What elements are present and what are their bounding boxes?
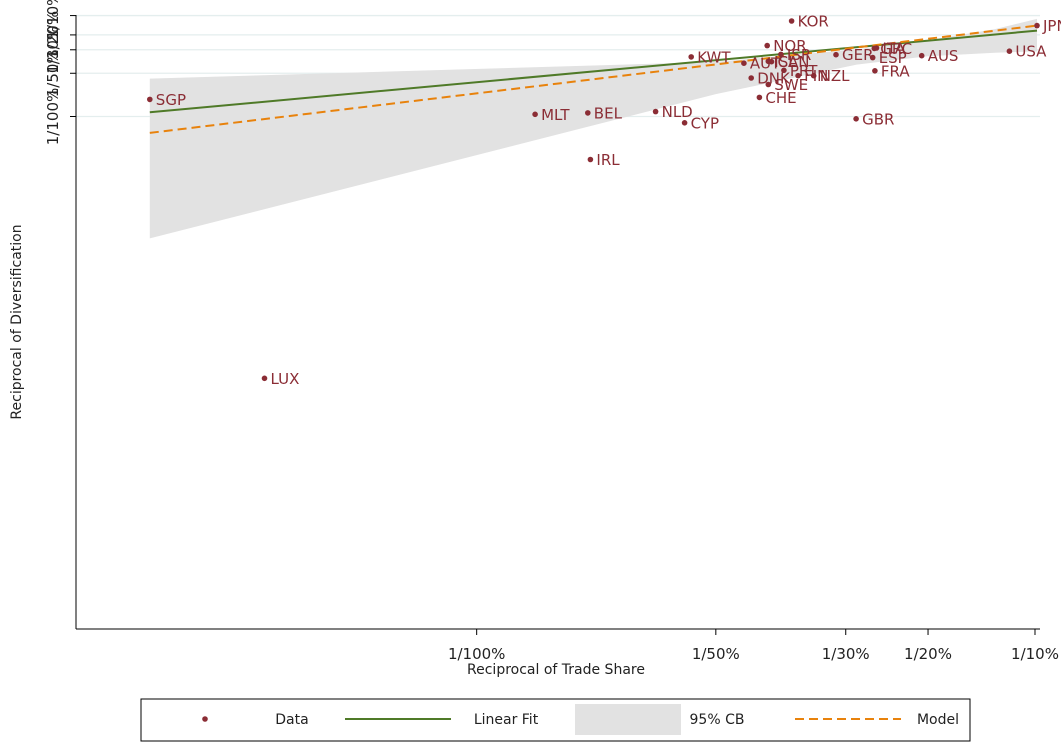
- confidence-band-area: [149, 18, 1038, 239]
- data-point: [869, 54, 876, 61]
- legend-data-marker: [202, 716, 208, 722]
- data-point: [1006, 48, 1013, 54]
- data-point-label: CHE: [765, 89, 796, 107]
- data-point-label: SWE: [774, 76, 808, 94]
- data-point-label: NOR: [773, 37, 806, 55]
- data-point: [756, 94, 763, 101]
- fit-lines: [149, 24, 1038, 134]
- x-tick-label: 1/30%: [822, 645, 870, 663]
- data-point-label: CAN: [778, 53, 810, 71]
- y-axis-title: Reciprocal of Diversification: [9, 224, 25, 419]
- data-point: [918, 52, 925, 59]
- x-axis-title: Reciprocal of Trade Share: [467, 662, 645, 678]
- data-point: [741, 60, 747, 66]
- axes: 1/10%1/20%1/30%1/50%1/100%1/100% 1/50% 1/3…: [44, 0, 1059, 663]
- data-points: [147, 18, 1040, 382]
- data-point: [795, 72, 801, 79]
- data-point-label: DNK: [757, 70, 791, 88]
- x-tick-label: 1/100%: [448, 645, 505, 663]
- data-point-label: IRL: [596, 151, 620, 169]
- data-point-label: MLT: [541, 106, 570, 124]
- data-point-label: GRC: [880, 40, 912, 58]
- data-point-label: ESP: [879, 49, 907, 67]
- data-point: [147, 96, 153, 103]
- y-tick-label: 1/50%: [44, 49, 62, 97]
- data-point-label: JPN: [1042, 17, 1061, 35]
- data-point-label: FIN: [804, 67, 828, 85]
- data-point: [768, 58, 775, 65]
- legend-linear-fit-label: Linear Fit: [474, 712, 539, 728]
- data-point-label: CYP: [691, 114, 719, 132]
- y-tick-label: 1/20%: [44, 11, 62, 59]
- legend-model-label: Model: [917, 712, 959, 728]
- data-point-label: PRT: [790, 62, 818, 80]
- data-point: [871, 45, 878, 52]
- data-point: [587, 156, 594, 163]
- data-point-label: KOR: [798, 13, 829, 31]
- data-point: [810, 72, 817, 79]
- data-point: [872, 68, 878, 74]
- data-point: [765, 81, 772, 88]
- data-point: [585, 110, 591, 116]
- x-tick-label: 1/10%: [1011, 645, 1059, 663]
- x-tick-label: 1/20%: [904, 645, 952, 663]
- confidence-band: [149, 18, 1038, 239]
- data-point: [652, 108, 659, 115]
- data-point-label: ISL: [774, 53, 797, 71]
- y-tick-label: 1/100%: [44, 88, 62, 145]
- data-point-label: KWT: [697, 48, 731, 66]
- data-point: [764, 42, 770, 49]
- data-point-label: USA: [1015, 43, 1047, 61]
- y-tick-label: 1/10%: [44, 0, 62, 40]
- data-point-label: AUS: [928, 47, 959, 65]
- data-point-label: NLD: [662, 103, 693, 121]
- data-point: [781, 67, 787, 74]
- data-point-label: AUT: [750, 55, 781, 73]
- data-point-label: ITA: [883, 40, 906, 58]
- data-point: [853, 116, 859, 122]
- data-point-label: GER: [842, 46, 874, 64]
- x-tick-label: 1/50%: [692, 645, 740, 663]
- data-point: [261, 375, 268, 382]
- data-point-label: SGP: [156, 91, 186, 109]
- data-point: [748, 75, 754, 81]
- data-point-label: LUX: [271, 370, 300, 388]
- data-point: [833, 51, 839, 58]
- data-point: [1034, 22, 1040, 29]
- data-point-label: ISR: [787, 46, 811, 64]
- data-point-label: GBR: [862, 110, 894, 128]
- data-point: [681, 120, 688, 126]
- data-point: [778, 51, 784, 58]
- y-tick-label: 1/30%: [44, 26, 62, 74]
- data-point-label: BEL: [594, 104, 623, 122]
- data-point-label: NZL: [820, 67, 850, 85]
- legend-band-swatch: [575, 704, 681, 735]
- legend: Data Linear Fit 95% CB Model: [140, 698, 971, 742]
- data-point: [688, 54, 694, 60]
- data-point: [788, 18, 795, 24]
- legend-band-label: 95% CB: [690, 712, 745, 728]
- data-point: [532, 111, 538, 118]
- legend-data-label: Data: [275, 712, 308, 728]
- data-point-label: FRA: [881, 62, 910, 80]
- model-line: [149, 24, 1038, 134]
